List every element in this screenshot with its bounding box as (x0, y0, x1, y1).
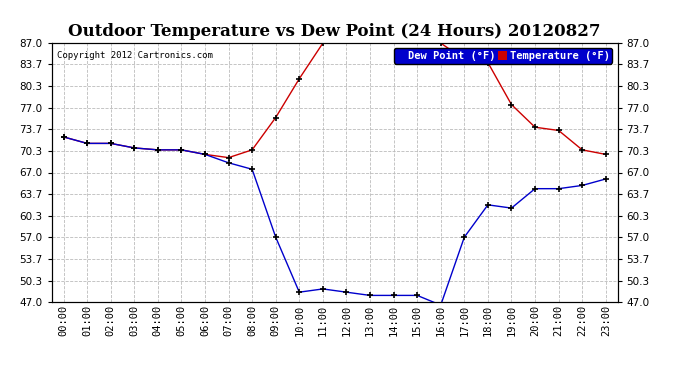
Legend: Dew Point (°F), Temperature (°F): Dew Point (°F), Temperature (°F) (393, 48, 612, 64)
Text: Copyright 2012 Cartronics.com: Copyright 2012 Cartronics.com (57, 51, 213, 60)
Title: Outdoor Temperature vs Dew Point (24 Hours) 20120827: Outdoor Temperature vs Dew Point (24 Hou… (68, 23, 601, 40)
